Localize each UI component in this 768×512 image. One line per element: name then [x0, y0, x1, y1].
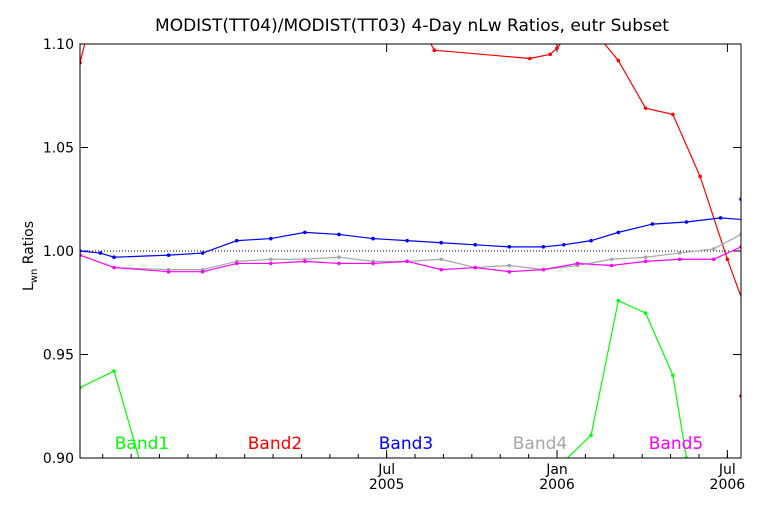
data-point-band4	[609, 257, 614, 262]
data-point-band2	[698, 174, 702, 179]
y-axis-label-sub: wn	[29, 269, 40, 284]
data-point-band3	[541, 245, 546, 249]
x-tick-month: Jul	[377, 462, 395, 478]
data-point-band2	[671, 112, 675, 117]
y-tick-label: 1.00	[43, 244, 74, 260]
x-tick-year: 2005	[369, 477, 405, 493]
data-point-band1	[589, 433, 593, 438]
data-point-band1	[112, 369, 116, 373]
data-point-band5	[473, 265, 478, 270]
data-point-band5	[234, 261, 239, 266]
data-point-band3	[303, 230, 307, 235]
data-point-band3	[684, 220, 689, 224]
series-group	[80, 34, 757, 468]
chart-title: MODIST(TT04)/MODIST(TT03) 4-Day nLw Rati…	[155, 16, 669, 36]
x-tick-year: 2006	[710, 477, 746, 493]
data-point-band5	[166, 269, 171, 274]
svg-text:Lwn Ratios: Lwn Ratios	[21, 221, 40, 291]
data-point-band5	[371, 261, 375, 266]
data-point-band2	[753, 332, 757, 336]
data-point-band5	[541, 267, 546, 272]
data-point-band5	[643, 259, 648, 264]
series-line-band4	[80, 233, 741, 271]
data-point-band5	[677, 257, 682, 262]
y-axis-label-main: L	[21, 283, 37, 291]
data-point-band2	[432, 48, 437, 53]
legend-label-band2: Band2	[248, 434, 302, 454]
series-line-band3	[80, 199, 741, 258]
data-point-band5	[405, 259, 409, 264]
data-point-band5	[439, 267, 443, 272]
data-point-band3	[98, 251, 103, 255]
y-tick-label: 0.95	[43, 348, 74, 364]
data-point-band2	[548, 52, 552, 57]
data-point-band5	[609, 263, 614, 268]
data-point-band3	[337, 232, 341, 237]
data-point-band4	[643, 255, 648, 260]
data-point-band2	[616, 58, 621, 63]
data-point-band2	[555, 46, 559, 50]
data-point-band3	[589, 238, 593, 243]
data-point-band3	[616, 230, 621, 235]
data-point-band3	[112, 255, 116, 260]
legend: Band1 Band2 Band3 Band4 Band5	[115, 434, 703, 454]
data-point-band5	[303, 259, 307, 264]
data-point-band2	[85, 34, 89, 38]
data-point-band1	[643, 311, 648, 315]
y-axis-label-rest: Ratios	[21, 221, 37, 269]
data-point-band5	[575, 261, 580, 266]
y-axis-label: Lwn Ratios	[21, 221, 40, 291]
series-line-band5	[80, 246, 741, 273]
data-point-band2	[725, 257, 730, 262]
data-point-band3	[562, 242, 566, 247]
x-tick-year: 2006	[539, 477, 575, 493]
data-point-band4	[337, 255, 341, 260]
y-tick-label: 1.10	[43, 37, 74, 53]
data-point-band4	[711, 247, 716, 251]
y-tick-label: 1.05	[43, 141, 74, 157]
data-point-band1	[140, 464, 144, 468]
plot-frame	[79, 43, 742, 459]
data-point-band5	[507, 269, 512, 274]
data-point-band4	[439, 257, 443, 262]
data-point-band3	[405, 238, 409, 243]
data-point-band2	[426, 36, 430, 40]
data-point-band4	[677, 251, 682, 255]
data-point-band3	[507, 245, 512, 249]
data-point-band1	[671, 373, 675, 378]
data-point-band2	[527, 56, 532, 61]
data-point-band3	[371, 236, 375, 241]
data-point-band3	[439, 240, 443, 245]
legend-label-band5: Band5	[649, 434, 703, 454]
legend-label-band3: Band3	[379, 434, 433, 454]
data-point-band5	[200, 269, 205, 274]
data-point-band3	[166, 253, 171, 257]
data-point-band1	[616, 298, 621, 303]
data-point-band5	[337, 261, 341, 266]
data-point-band3	[473, 242, 478, 247]
data-point-band5	[711, 257, 716, 262]
data-point-band3	[269, 236, 273, 241]
legend-label-band4: Band4	[513, 434, 567, 454]
data-point-band3	[234, 238, 239, 243]
data-point-band3	[746, 218, 750, 222]
x-tick-month: Jul	[718, 462, 736, 478]
data-point-band2	[643, 106, 648, 110]
y-tick-label: 0.90	[43, 451, 74, 467]
data-point-band3	[200, 251, 205, 255]
data-point-band4	[507, 263, 512, 268]
data-point-band5	[112, 265, 116, 270]
legend-label-band1: Band1	[115, 434, 169, 454]
series-line-band2	[80, 44, 741, 396]
data-point-band3	[650, 222, 655, 226]
data-point-band3	[718, 216, 723, 220]
data-point-band4	[269, 257, 273, 262]
y-axis: 0.90 0.95 1.00 1.05 1.10	[43, 37, 741, 467]
data-point-band5	[269, 261, 273, 266]
x-tick-month: Jan	[545, 462, 568, 478]
